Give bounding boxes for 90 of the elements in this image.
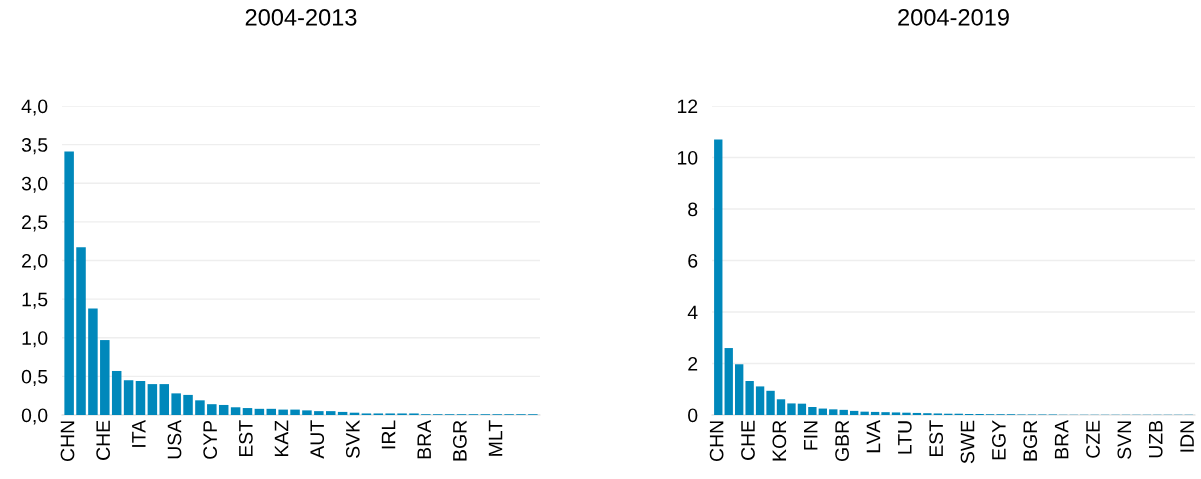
x-tick-label: EST xyxy=(929,420,944,457)
bar xyxy=(870,411,880,415)
y-tick-label: 0,5 xyxy=(21,369,48,386)
y-tick-label: 8 xyxy=(688,202,698,217)
bar xyxy=(314,411,324,415)
x-tick-label: LTU xyxy=(898,421,912,454)
y-tick-label: 12 xyxy=(677,99,698,114)
y-tick-label: 1,5 xyxy=(22,292,48,309)
bar xyxy=(891,412,901,415)
x-tick-label: AUT xyxy=(310,420,325,459)
bar xyxy=(147,384,158,415)
bar xyxy=(337,411,348,415)
x-tick-label: ITA xyxy=(132,419,146,447)
x-tick-label: CHN xyxy=(709,421,724,461)
bar xyxy=(254,408,265,415)
bar xyxy=(242,408,253,415)
bar xyxy=(735,364,744,415)
y-tick-label: 0 xyxy=(688,408,698,423)
x-tick-label: CZE xyxy=(1086,420,1100,458)
bar xyxy=(111,370,122,415)
bar xyxy=(829,409,838,415)
bar xyxy=(266,408,277,415)
x-tick-label: CHE xyxy=(741,420,755,460)
y-tick-label: 4,0 xyxy=(21,99,48,116)
x-tick-label: BRA xyxy=(417,419,431,459)
bar xyxy=(64,151,74,415)
bar xyxy=(159,384,170,415)
bar xyxy=(755,386,765,415)
bar xyxy=(302,410,312,415)
x-tick-label: IDN xyxy=(1180,421,1194,452)
y-tick-label: 2,5 xyxy=(22,215,48,232)
bar xyxy=(195,400,205,415)
bar xyxy=(745,381,754,415)
y-tick-label: 4 xyxy=(687,305,698,320)
bar xyxy=(135,381,146,415)
bar xyxy=(100,340,110,415)
y-tick-label: 0,0 xyxy=(21,408,48,425)
y-tick-label: 2 xyxy=(688,356,698,371)
bar xyxy=(230,407,241,415)
x-tick-label: MLT xyxy=(488,420,503,456)
bar xyxy=(183,394,193,415)
bar xyxy=(290,409,300,415)
x-tick-label: USA xyxy=(167,419,182,459)
x-tick-label: UZB xyxy=(1149,420,1163,458)
x-tick-label: CYP xyxy=(203,420,218,459)
x-tick-label: GBR xyxy=(835,420,849,462)
bar xyxy=(881,412,890,415)
chart-title: 2004-2019 xyxy=(898,8,1009,26)
x-tick-label: CHN xyxy=(60,421,75,461)
bar xyxy=(912,412,922,415)
x-tick-label: SWE xyxy=(960,420,975,464)
x-tick-label: CHE xyxy=(96,420,111,460)
bar xyxy=(714,139,723,415)
x-tick-label: BGR xyxy=(452,420,467,461)
bar xyxy=(808,407,817,415)
bar xyxy=(218,404,229,415)
bar xyxy=(902,412,911,415)
bar xyxy=(123,380,134,415)
x-tick-label: BRA xyxy=(1054,419,1069,459)
x-tick-label: LVA xyxy=(866,419,881,453)
y-tick-label: 2,0 xyxy=(22,253,48,271)
bar xyxy=(88,308,98,415)
y-tick-label: 6 xyxy=(688,253,698,268)
bar xyxy=(850,410,859,415)
y-tick-label: 3,0 xyxy=(21,176,48,193)
bar xyxy=(325,411,336,415)
x-tick-label: EGY xyxy=(992,420,1006,460)
y-tick-label: 10 xyxy=(677,150,698,165)
bar xyxy=(776,399,786,415)
x-tick-label: BGR xyxy=(1023,420,1038,461)
bar xyxy=(787,403,796,415)
x-tick-label: SVN xyxy=(1117,421,1132,459)
bar xyxy=(797,403,807,415)
y-tick-label: 1,0 xyxy=(22,331,48,348)
bar xyxy=(860,411,869,415)
x-tick-label: KAZ xyxy=(274,420,289,457)
chart-title: 2004-2013 xyxy=(245,8,357,26)
bar xyxy=(724,348,733,415)
bar xyxy=(278,409,288,415)
x-tick-label: FIN xyxy=(804,421,818,450)
bar xyxy=(766,390,775,415)
x-tick-label: KOR xyxy=(772,420,787,461)
x-tick-label: SVK xyxy=(345,420,360,458)
bar xyxy=(76,247,86,415)
bar xyxy=(171,393,181,415)
y-tick-label: 3,5 xyxy=(21,138,48,155)
x-tick-label: IRL xyxy=(381,420,396,449)
bar xyxy=(207,404,217,415)
x-tick-label: EST xyxy=(238,420,253,457)
bar xyxy=(839,409,848,415)
